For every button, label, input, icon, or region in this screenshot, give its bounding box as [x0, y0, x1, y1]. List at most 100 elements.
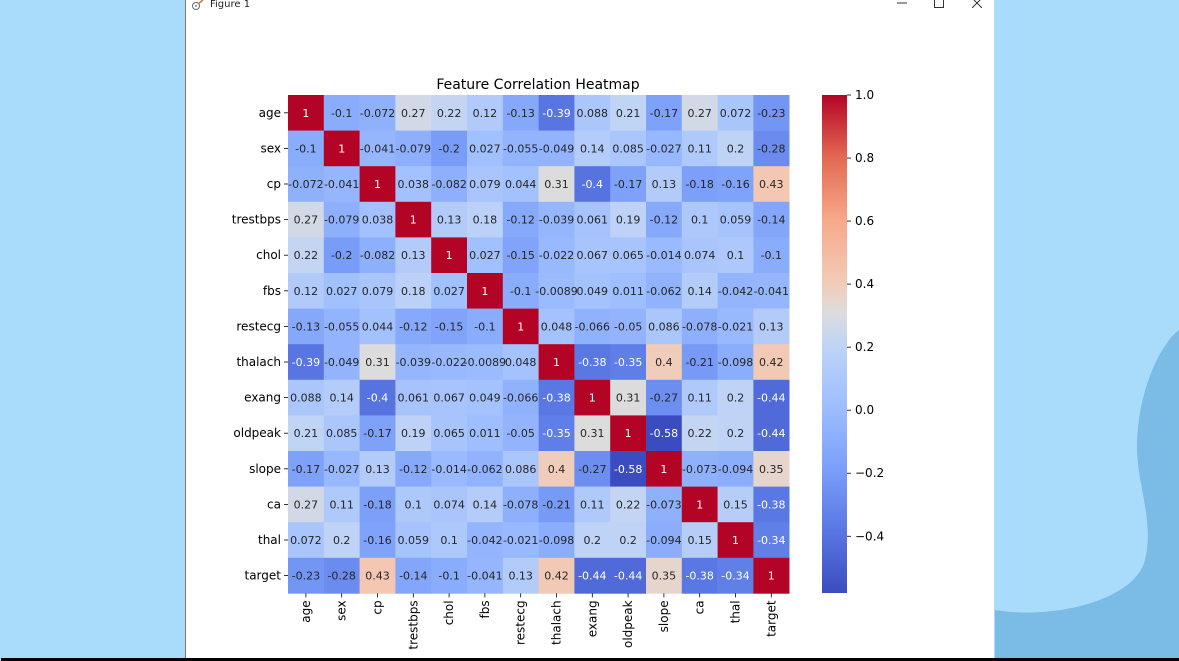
cell-annotation-restecg-slope: 0.086 — [648, 320, 680, 333]
window-titlebar[interactable]: Figure 1 — [186, 0, 994, 12]
matplotlib-figure-icon — [192, 0, 204, 10]
heatmap-cell-chol-age — [288, 237, 325, 274]
x-axis-ticks: age sex cp trestbps chol fbs restecg thalach exa… — [299, 593, 778, 650]
cell-annotation-sex-age: -0.1 — [295, 142, 316, 155]
cell-annotation-thalach-fbs: -0.0089 — [464, 356, 506, 369]
cell-annotation-ca-target: -0.38 — [757, 498, 785, 511]
cell-annotation-ca-trestbps: 0.1 — [405, 498, 423, 511]
x-tick-label-thal: thal — [729, 600, 743, 623]
cell-annotation-sex-target: -0.28 — [757, 142, 785, 155]
heatmap-cell-exang-target — [753, 379, 790, 416]
cell-annotation-age-cp: -0.072 — [360, 107, 395, 120]
cell-annotation-restecg-age: -0.13 — [292, 320, 320, 333]
cell-annotation-oldpeak-target: -0.44 — [757, 427, 785, 440]
cell-annotation-trestbps-cp: 0.038 — [362, 214, 394, 227]
cell-annotation-thalach-ca: -0.21 — [685, 356, 713, 369]
cell-annotation-ca-thal: 0.15 — [723, 498, 748, 511]
heatmap-cell-sex-age — [288, 130, 325, 167]
heatmap-cell-ca-exang — [574, 486, 611, 523]
heatmap-cell-cp-fbs — [467, 166, 504, 203]
heatmap-cell-chol-oldpeak — [610, 237, 647, 274]
cell-annotation-thal-oldpeak: 0.2 — [619, 534, 637, 547]
heatmap-cell-cp-restecg — [502, 166, 539, 203]
heatmap-cell-thal-oldpeak — [610, 522, 647, 559]
cell-annotation-cp-exang: -0.4 — [582, 178, 603, 191]
heatmap-cell-sex-oldpeak — [610, 130, 647, 167]
cell-annotation-sex-slope: -0.027 — [646, 142, 681, 155]
cell-annotation-age-trestbps: 0.27 — [401, 107, 426, 120]
heatmap-cell-exang-oldpeak — [610, 379, 647, 416]
cell-annotation-oldpeak-restecg: -0.05 — [506, 427, 534, 440]
maximize-button[interactable] — [924, 0, 954, 11]
cell-annotation-trestbps-target: -0.14 — [757, 214, 785, 227]
x-tick-label-ca: ca — [693, 600, 707, 614]
x-tick-label-age: age — [299, 600, 313, 622]
maximize-icon — [934, 0, 944, 8]
heatmap-cell-target-trestbps — [395, 557, 432, 594]
cell-annotation-target-target: 1 — [768, 570, 775, 583]
heatmap-cell-target-thalach — [538, 557, 575, 594]
cell-annotation-thal-chol: 0.1 — [440, 534, 458, 547]
cell-annotation-thal-thal: 1 — [732, 534, 739, 547]
heatmap-cell-fbs-target — [753, 273, 790, 309]
close-icon — [971, 0, 983, 9]
y-tick-label-thal: thal — [258, 533, 281, 547]
cell-annotation-age-thal: 0.072 — [720, 107, 752, 120]
heatmap-cell-chol-trestbps — [395, 237, 432, 274]
heatmap-cell-slope-thal — [717, 451, 754, 487]
cell-annotation-cp-cp: 1 — [374, 178, 381, 191]
cell-annotation-fbs-thal: -0.042 — [718, 285, 753, 298]
heatmap-cell-age-chol — [431, 95, 468, 131]
cell-annotation-target-exang: -0.44 — [578, 570, 606, 583]
heatmap-cell-ca-thalach — [538, 486, 575, 523]
heatmap-cell-oldpeak-trestbps — [395, 415, 432, 452]
cell-annotation-sex-chol: -0.2 — [438, 142, 459, 155]
minimize-button[interactable] — [887, 0, 917, 11]
cell-annotation-chol-fbs: 0.027 — [469, 249, 501, 262]
heatmap-cell-sex-sex — [323, 130, 360, 167]
cell-annotation-age-slope: -0.17 — [650, 107, 678, 120]
y-tick-label-target: target — [245, 569, 282, 583]
heatmap-cell-trestbps-oldpeak — [610, 201, 647, 238]
colorbar-ticks: 1.0 0.8 0.6 0.4 0.2 0.0 −0.2 −0.4 — [847, 88, 884, 543]
heatmap-cell-chol-ca — [681, 237, 718, 274]
cell-annotation-oldpeak-oldpeak: 1 — [625, 427, 632, 440]
cell-annotation-sex-sex: 1 — [338, 142, 345, 155]
cell-annotation-age-restecg: -0.13 — [506, 107, 534, 120]
heatmap-cell-exang-cp — [359, 379, 396, 416]
cell-annotation-fbs-trestbps: 0.18 — [401, 285, 426, 298]
heatmap-cell-oldpeak-restecg — [502, 415, 539, 452]
cell-annotation-slope-oldpeak: -0.58 — [614, 463, 642, 476]
heatmap-cell-chol-chol — [431, 237, 468, 274]
heatmap-cell-target-age — [288, 557, 325, 594]
cell-annotation-fbs-target: -0.041 — [754, 285, 789, 298]
cell-annotation-thal-cp: -0.16 — [363, 534, 391, 547]
cell-annotation-slope-trestbps: -0.12 — [399, 463, 427, 476]
heatmap-cell-chol-thalach — [538, 237, 575, 274]
heatmap-cell-target-chol — [431, 557, 468, 594]
cell-annotation-oldpeak-ca: 0.22 — [687, 427, 712, 440]
cell-annotation-target-fbs: -0.041 — [467, 570, 502, 583]
cell-annotation-oldpeak-chol: 0.065 — [433, 427, 465, 440]
cell-annotation-ca-thalach: -0.21 — [542, 498, 570, 511]
close-button[interactable] — [962, 0, 992, 11]
cell-annotation-exang-age: 0.088 — [290, 392, 322, 405]
cell-annotation-restecg-thal: -0.021 — [718, 320, 753, 333]
cell-annotation-thalach-thal: -0.098 — [718, 356, 753, 369]
heatmap-cell-cp-ca — [681, 166, 718, 203]
cell-annotation-fbs-fbs: 1 — [481, 285, 488, 298]
x-tick-label-thalach: thalach — [550, 600, 564, 645]
cell-annotation-sex-exang: 0.14 — [580, 142, 605, 155]
cell-annotation-thal-thalach: -0.098 — [539, 534, 574, 547]
heatmap-cell-age-ca — [681, 95, 718, 131]
heatmap-cell-thal-sex — [323, 522, 360, 559]
heatmap-cell-age-trestbps — [395, 95, 432, 131]
heatmap-cell-thalach-thalach — [538, 344, 575, 381]
cell-annotation-slope-fbs: -0.062 — [467, 463, 502, 476]
cell-annotation-ca-cp: -0.18 — [363, 498, 391, 511]
heatmap-cell-thal-cp — [359, 522, 396, 559]
heatmap-cell-ca-thal — [717, 486, 754, 523]
heatmap-cell-ca-cp — [359, 486, 396, 523]
cell-annotation-exang-oldpeak: 0.31 — [616, 392, 641, 405]
heatmap-cell-cp-chol — [431, 166, 468, 203]
